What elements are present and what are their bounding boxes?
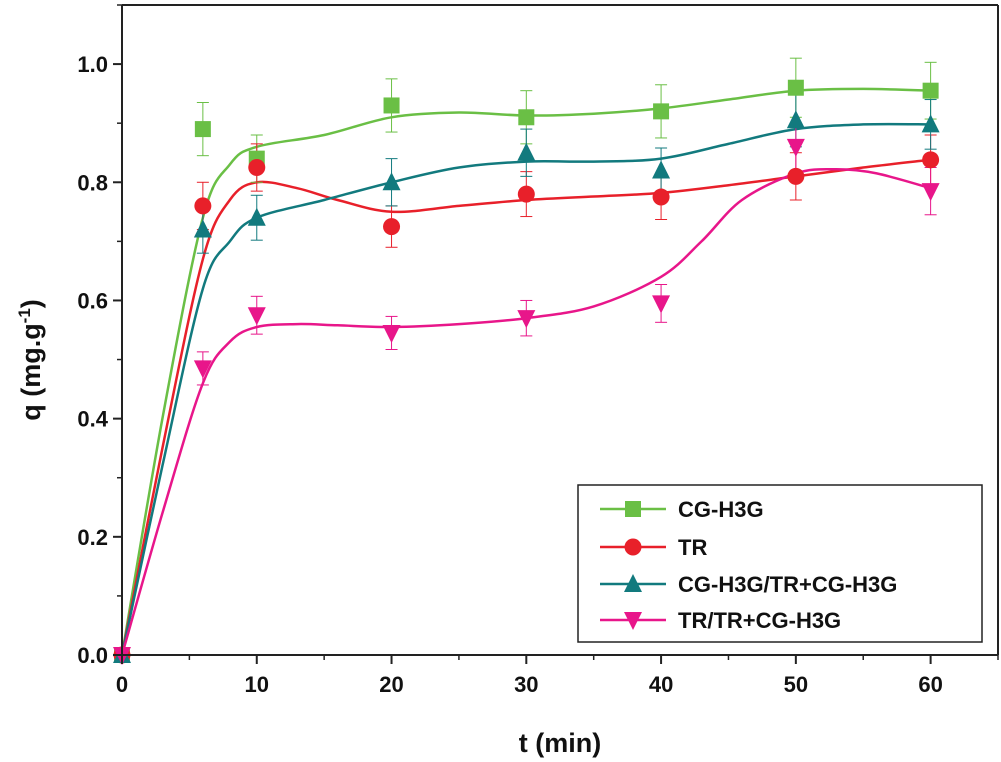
legend-label: TR bbox=[678, 535, 707, 560]
x-tick-label: 20 bbox=[379, 672, 403, 697]
data-point-cg-h3g-tr-cg-h3g bbox=[382, 172, 401, 191]
data-point-tr-tr-cg-h3g bbox=[652, 295, 671, 314]
data-point-cg-h3g-tr-cg-h3g bbox=[921, 114, 940, 133]
y-axis-title-close: ) bbox=[16, 299, 46, 308]
data-point-cg-h3g bbox=[922, 82, 939, 99]
data-point-tr bbox=[383, 218, 401, 236]
data-point-cg-h3g-tr-cg-h3g bbox=[247, 207, 266, 226]
fit-line-tr bbox=[120, 158, 931, 656]
data-point-cg-h3g bbox=[194, 121, 211, 138]
y-tick-label: 0.2 bbox=[77, 525, 108, 550]
data-point-tr-tr-cg-h3g bbox=[921, 183, 940, 202]
legend: CG-H3G TR CG-H3G/TR+CG-H3G TR/TR+CG-H3G bbox=[577, 484, 983, 643]
x-tick-label: 50 bbox=[784, 672, 808, 697]
legend-marker bbox=[624, 612, 642, 630]
data-point-tr-tr-cg-h3g bbox=[517, 310, 536, 329]
fit-curves bbox=[120, 87, 931, 656]
data-markers bbox=[113, 79, 940, 665]
x-tick-label: 30 bbox=[514, 672, 538, 697]
data-point-tr bbox=[194, 197, 212, 215]
legend-label: CG-H3G bbox=[678, 497, 764, 522]
x-axis-title: t (min) bbox=[519, 728, 601, 758]
data-point-cg-h3g-tr-cg-h3g bbox=[517, 142, 536, 161]
y-tick-label: 0.6 bbox=[77, 288, 108, 313]
data-point-tr-tr-cg-h3g bbox=[382, 324, 401, 343]
data-point-tr-tr-cg-h3g bbox=[193, 360, 212, 379]
y-tick-label: 0.0 bbox=[77, 643, 108, 668]
data-point-tr bbox=[248, 159, 266, 176]
y-axis-title-superscript: -1 bbox=[15, 308, 34, 323]
fit-line-cg-h3g bbox=[120, 87, 931, 656]
y-axis-title: q (mg.g-1) bbox=[15, 299, 46, 421]
data-point-tr-tr-cg-h3g bbox=[786, 138, 805, 157]
legend-marker bbox=[624, 574, 642, 592]
data-point-tr bbox=[922, 151, 940, 169]
data-point-cg-h3g bbox=[383, 97, 400, 114]
axes: 0 10 20 30 40 50 60 0.0 0.2 0.4 0.6 0.8 1.0 bbox=[77, 4, 999, 697]
y-axis-title-main: q (mg.g bbox=[16, 323, 46, 420]
data-point-tr bbox=[517, 185, 535, 203]
x-tick-label: 60 bbox=[918, 672, 942, 697]
y-tick-label: 0.8 bbox=[77, 170, 108, 195]
legend-label: CG-H3G/TR+CG-H3G bbox=[678, 572, 897, 597]
data-point-tr bbox=[787, 167, 805, 185]
x-tick-label: 40 bbox=[649, 672, 673, 697]
x-tick-label: 10 bbox=[245, 672, 269, 697]
y-tick-label: 0.4 bbox=[77, 407, 108, 432]
data-point-cg-h3g bbox=[787, 79, 804, 96]
legend-label: TR/TR+CG-H3G bbox=[678, 608, 841, 633]
x-tick-label: 0 bbox=[116, 672, 128, 697]
data-point-cg-h3g-tr-cg-h3g bbox=[652, 160, 671, 179]
data-point-tr bbox=[652, 188, 670, 206]
legend-box bbox=[577, 484, 983, 643]
y-tick-label: 1.0 bbox=[77, 52, 108, 77]
data-point-tr-tr-cg-h3g bbox=[247, 307, 266, 326]
data-point-cg-h3g-tr-cg-h3g bbox=[193, 219, 212, 238]
data-point-cg-h3g bbox=[518, 109, 535, 126]
data-point-cg-h3g-tr-cg-h3g bbox=[786, 110, 805, 129]
legend-marker bbox=[624, 538, 642, 556]
data-point-cg-h3g bbox=[653, 103, 670, 120]
fit-line-cg-h3g-tr-cg-h3g bbox=[120, 122, 931, 656]
legend-marker bbox=[625, 501, 641, 517]
